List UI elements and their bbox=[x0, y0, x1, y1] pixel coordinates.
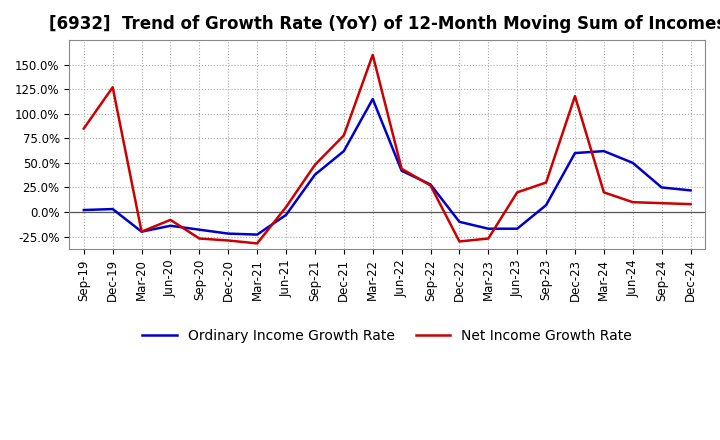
Title: [6932]  Trend of Growth Rate (YoY) of 12-Month Moving Sum of Incomes: [6932] Trend of Growth Rate (YoY) of 12-… bbox=[48, 15, 720, 33]
Net Income Growth Rate bbox=[484, 236, 492, 241]
Net Income Growth Rate bbox=[686, 202, 695, 207]
Net Income Growth Rate bbox=[600, 190, 608, 195]
Net Income Growth Rate bbox=[310, 162, 319, 168]
Net Income Growth Rate bbox=[629, 200, 637, 205]
Ordinary Income Growth Rate bbox=[310, 172, 319, 177]
Net Income Growth Rate bbox=[282, 205, 290, 210]
Ordinary Income Growth Rate bbox=[195, 227, 204, 232]
Ordinary Income Growth Rate bbox=[657, 185, 666, 190]
Ordinary Income Growth Rate bbox=[224, 231, 233, 236]
Net Income Growth Rate bbox=[253, 241, 261, 246]
Ordinary Income Growth Rate bbox=[541, 202, 550, 208]
Line: Net Income Growth Rate: Net Income Growth Rate bbox=[84, 55, 690, 243]
Net Income Growth Rate bbox=[340, 133, 348, 138]
Ordinary Income Growth Rate bbox=[340, 148, 348, 154]
Ordinary Income Growth Rate bbox=[426, 182, 435, 187]
Line: Ordinary Income Growth Rate: Ordinary Income Growth Rate bbox=[84, 99, 690, 235]
Net Income Growth Rate bbox=[224, 238, 233, 243]
Net Income Growth Rate bbox=[166, 217, 175, 223]
Ordinary Income Growth Rate bbox=[484, 226, 492, 231]
Ordinary Income Growth Rate bbox=[79, 207, 88, 213]
Ordinary Income Growth Rate bbox=[455, 219, 464, 224]
Ordinary Income Growth Rate bbox=[629, 160, 637, 165]
Legend: Ordinary Income Growth Rate, Net Income Growth Rate: Ordinary Income Growth Rate, Net Income … bbox=[137, 323, 638, 348]
Net Income Growth Rate bbox=[369, 52, 377, 58]
Net Income Growth Rate bbox=[541, 180, 550, 185]
Net Income Growth Rate bbox=[397, 166, 406, 172]
Ordinary Income Growth Rate bbox=[138, 229, 146, 234]
Ordinary Income Growth Rate bbox=[166, 223, 175, 228]
Ordinary Income Growth Rate bbox=[253, 232, 261, 237]
Net Income Growth Rate bbox=[513, 190, 521, 195]
Net Income Growth Rate bbox=[138, 229, 146, 234]
Ordinary Income Growth Rate bbox=[109, 206, 117, 212]
Ordinary Income Growth Rate bbox=[686, 188, 695, 193]
Ordinary Income Growth Rate bbox=[513, 226, 521, 231]
Net Income Growth Rate bbox=[426, 183, 435, 188]
Ordinary Income Growth Rate bbox=[600, 148, 608, 154]
Net Income Growth Rate bbox=[657, 201, 666, 206]
Net Income Growth Rate bbox=[571, 93, 580, 99]
Net Income Growth Rate bbox=[109, 84, 117, 90]
Net Income Growth Rate bbox=[455, 239, 464, 244]
Ordinary Income Growth Rate bbox=[397, 168, 406, 173]
Net Income Growth Rate bbox=[79, 126, 88, 131]
Net Income Growth Rate bbox=[195, 236, 204, 241]
Ordinary Income Growth Rate bbox=[282, 213, 290, 218]
Ordinary Income Growth Rate bbox=[369, 96, 377, 102]
Ordinary Income Growth Rate bbox=[571, 150, 580, 156]
